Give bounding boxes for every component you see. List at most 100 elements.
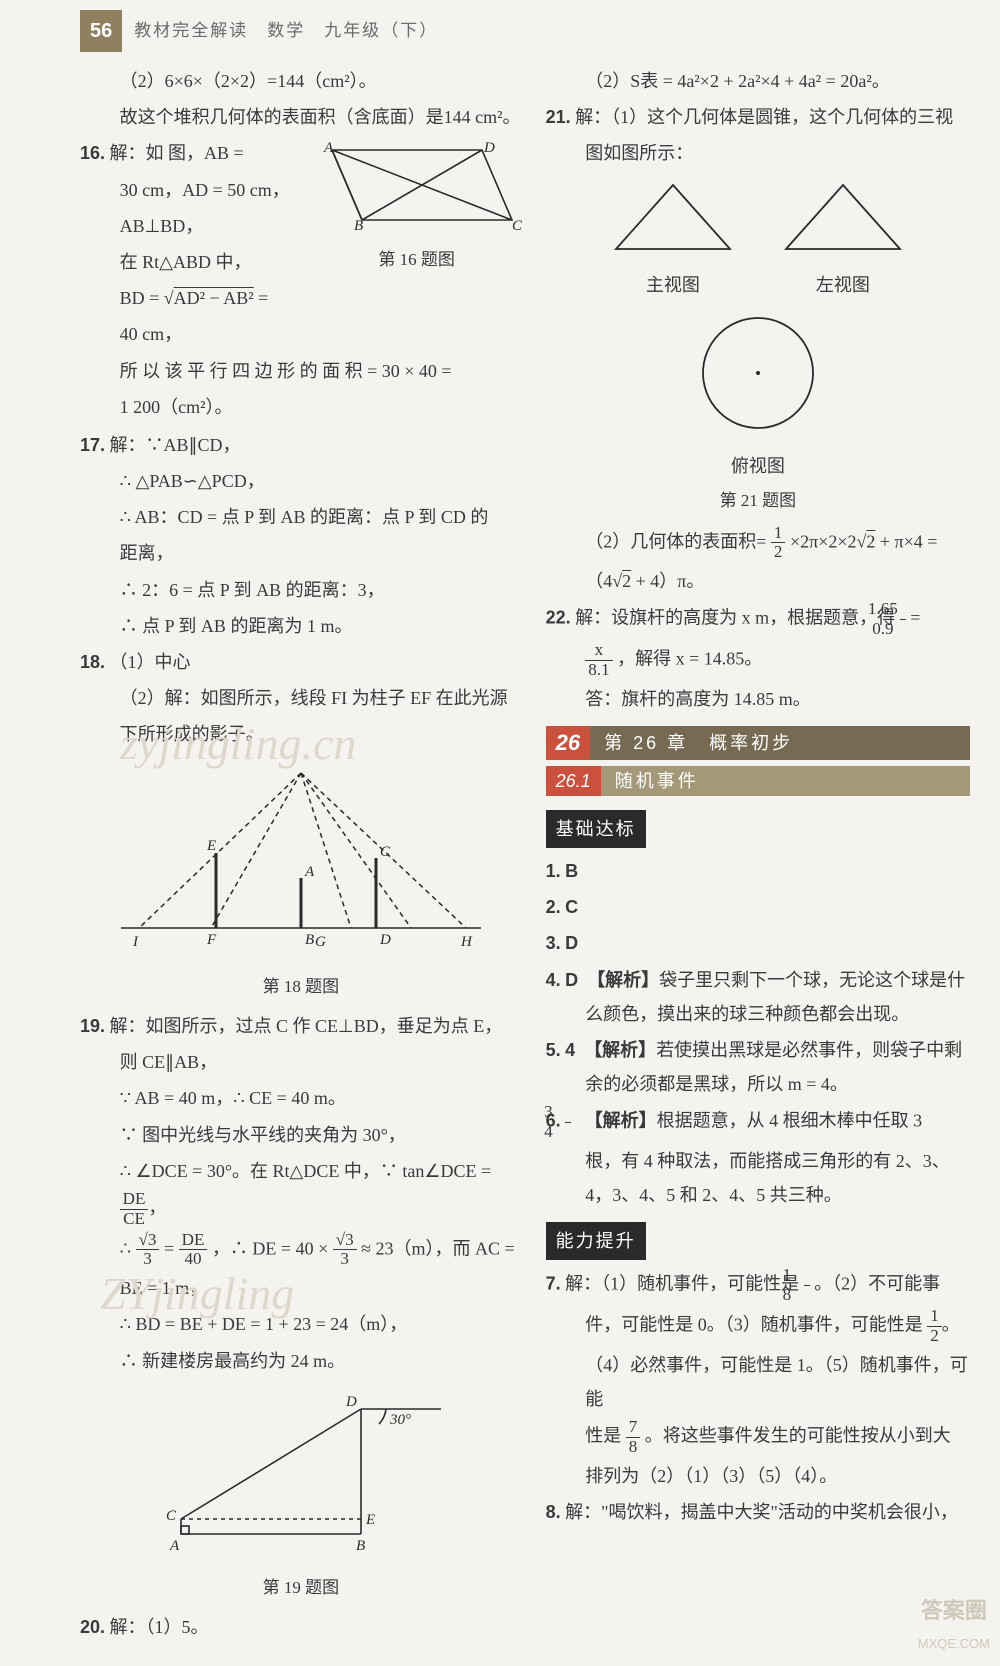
text: ∵ AB = 40 m，∴ CE = 40 m。 xyxy=(120,1081,522,1115)
text: 图如图所示： xyxy=(585,136,970,170)
text: 解：如图所示，过点 C 作 CE⊥BD，垂足为点 E， xyxy=(110,1016,503,1036)
corner-logo: 答案圈 MXQE.COM xyxy=(918,1590,990,1656)
svg-text:D: D xyxy=(379,932,391,948)
text: （1）中心 xyxy=(110,652,191,672)
section-bar: 26.1 随机事件 xyxy=(546,766,970,796)
svg-text:A: A xyxy=(323,140,334,156)
text: 解：（1）这个几何体是圆锥，这个几何体的三视 xyxy=(575,107,953,127)
answer-3: 3. D xyxy=(546,926,970,960)
q18: 18. （1）中心 xyxy=(80,645,522,679)
chapter-text: 第 26 章 概率初步 xyxy=(590,726,793,760)
svg-text:A: A xyxy=(304,864,315,880)
svg-text:E: E xyxy=(206,838,216,854)
svg-text:I: I xyxy=(132,934,139,950)
q-number: 22. xyxy=(546,608,571,628)
chapter-tag: 26 xyxy=(546,726,590,760)
svg-text:H: H xyxy=(460,934,473,950)
page-header: 56 教材完全解读 数学 九年级（下） xyxy=(0,0,1000,58)
text: （4√2 + 4）π。 xyxy=(585,564,970,598)
q-number: 20. xyxy=(80,1617,105,1637)
figure-caption: 第 19 题图 xyxy=(80,1572,522,1604)
text: 性是 78 。将这些事件发生的可能性按从小到大 xyxy=(585,1418,970,1457)
text: ∴ △PAB∽△PCD， xyxy=(120,464,522,498)
subsection-title: 能力提升 xyxy=(546,1222,646,1260)
section-text: 随机事件 xyxy=(601,764,699,798)
text: ∴ AB：CD = 点 P 到 AB 的距离：点 P 到 CD 的 xyxy=(120,500,522,534)
page-number: 56 xyxy=(80,10,122,52)
svg-text:30°: 30° xyxy=(389,1412,411,1428)
text: 则 CE∥AB， xyxy=(120,1045,522,1079)
figure-21: 主视图 左视图 俯视图 第 21 题图 xyxy=(546,177,970,518)
figure-16: AD BC 第 16 题图 xyxy=(312,140,522,281)
text: ∴ ∠DCE = 30°。在 Rt△DCE 中，∵ tan∠DCE = xyxy=(120,1154,522,1188)
svg-text:F: F xyxy=(206,932,217,948)
q-number: 19. xyxy=(80,1016,105,1036)
svg-text:E: E xyxy=(365,1512,375,1528)
figure-caption: 第 16 题图 xyxy=(312,244,522,276)
svg-text:B: B xyxy=(305,932,314,948)
svg-text:C: C xyxy=(380,844,391,860)
q22: 22. 解：设旗杆的高度为 x m，根据题意，得 1.650.9 = xyxy=(546,600,970,639)
svg-text:C: C xyxy=(512,218,522,230)
answer-4: 4. D 【解析】袋子里只剩下一个球，无论这个球是什么颜色，摸出来的球三种颜色都… xyxy=(546,963,970,1031)
svg-text:C: C xyxy=(166,1508,177,1524)
text: 解：如 图，AB = xyxy=(110,143,244,163)
q17: 17. 解：∵AB∥CD， xyxy=(80,428,522,462)
text: 40 cm， xyxy=(120,317,522,351)
figure-caption: 第 21 题图 xyxy=(546,485,970,517)
answer-1: 1. B xyxy=(546,854,970,888)
svg-text:G: G xyxy=(315,934,326,950)
text: ∴ 2：6 = 点 P 到 AB 的距离：3， xyxy=(120,573,522,607)
text: ∴ BD = BE + DE = 1 + 23 = 24（m）， xyxy=(120,1307,522,1341)
text: DECE， xyxy=(120,1190,522,1229)
subsection-title: 基础达标 xyxy=(546,810,646,848)
text: 根，有 4 种取法，而能搭成三角形的有 2、3、4，3、4、5 和 2、4、5 … xyxy=(585,1144,970,1212)
text: x8.1 ，解得 x = 14.85。 xyxy=(585,641,970,680)
svg-text:B: B xyxy=(354,218,363,230)
header-title: 教材完全解读 数学 九年级（下） xyxy=(134,15,438,47)
text: 答：旗杆的高度为 14.85 m。 xyxy=(585,682,970,716)
text: 所 以 该 平 行 四 边 形 的 面 积 = 30 × 40 = xyxy=(120,354,522,388)
q19: 19. 解：如图所示，过点 C 作 CE⊥BD，垂足为点 E， xyxy=(80,1009,522,1043)
text: （2）S表 = 4a²×2 + 2a²×4 + 4a² = 20a²。 xyxy=(585,64,970,98)
q-number: 18. xyxy=(80,652,105,672)
text: 解：设旗杆的高度为 x m，根据题意，得 xyxy=(575,608,895,628)
answer-6: 6. 34 【解析】根据题意，从 4 根细木棒中任取 3 xyxy=(546,1103,970,1142)
q-number: 21. xyxy=(546,107,571,127)
svg-text:B: B xyxy=(356,1538,365,1554)
text: 1 200（cm²）。 xyxy=(120,390,522,424)
answer-5: 5. 4 【解析】若使摸出黑球是必然事件，则袋子中剩余的必须都是黑球，所以 m … xyxy=(546,1033,970,1101)
text: 距离， xyxy=(120,536,522,570)
view-label: 俯视图 xyxy=(546,449,970,483)
section-tag: 26.1 xyxy=(546,766,601,796)
parallelogram-svg: AD BC xyxy=(312,140,522,230)
text: 解：∵AB∥CD， xyxy=(110,435,241,455)
text: （2）解：如图所示，线段 FI 为柱子 EF 在此光源 xyxy=(120,681,522,715)
answer-8: 8. 解："喝饮料，揭盖中大奖"活动的中奖机会很小， xyxy=(546,1495,970,1529)
svg-text:D: D xyxy=(345,1394,357,1410)
text: ∴ √33 = DE40 ，∴ DE = 40 × √33 ≈ 23（m），而 … xyxy=(120,1231,522,1270)
text: （2）几何体的表面积= 12 ×2π×2×2√2 + π×4 = xyxy=(585,524,970,563)
text-line: 故这个堆积几何体的表面积（含底面）是144 cm²。 xyxy=(120,100,522,134)
q20: 20. 解：（1）5。 xyxy=(80,1610,522,1644)
text: ∴ 新建楼房最高约为 24 m。 xyxy=(120,1344,522,1378)
text: ∵ 图中光线与水平线的夹角为 30°， xyxy=(120,1118,522,1152)
left-column: （2）6×6×（2×2）=144（cm²）。 故这个堆积几何体的表面积（含底面）… xyxy=(80,62,522,1646)
text: BD = √AD² − AB² = xyxy=(120,281,522,315)
answer-2: 2. C xyxy=(546,890,970,924)
text: = xyxy=(910,608,920,628)
figure-caption: 第 18 题图 xyxy=(80,971,522,1003)
figure-19: AB CE D 30° 第 19 题图 xyxy=(80,1384,522,1604)
text: 排列为（2）（1）（3）（5）（4）。 xyxy=(585,1459,970,1493)
answer-7: 7. 解：（1）随机事件，可能性是 18 。（2）不可能事 xyxy=(546,1266,970,1305)
text: 下所形成的影子。 xyxy=(120,717,522,751)
q21: 21. 解：（1）这个几何体是圆锥，这个几何体的三视 xyxy=(546,100,970,134)
right-column: （2）S表 = 4a²×2 + 2a²×4 + 4a² = 20a²。 21. … xyxy=(546,62,970,1646)
figure-18: E F A B C D I G H 第 18 题图 xyxy=(80,758,522,1003)
text: BE = 1 m， xyxy=(120,1271,522,1305)
text: （4）必然事件，可能性是 1。（5）随机事件，可能 xyxy=(585,1348,970,1416)
chapter-bar: 26 第 26 章 概率初步 xyxy=(546,726,970,760)
view-label: 主视图 xyxy=(608,268,738,302)
text-line: （2）6×6×（2×2）=144（cm²）。 xyxy=(120,64,522,98)
text: 件，可能性是 0。（3）随机事件，可能性是 12。 xyxy=(585,1307,970,1346)
